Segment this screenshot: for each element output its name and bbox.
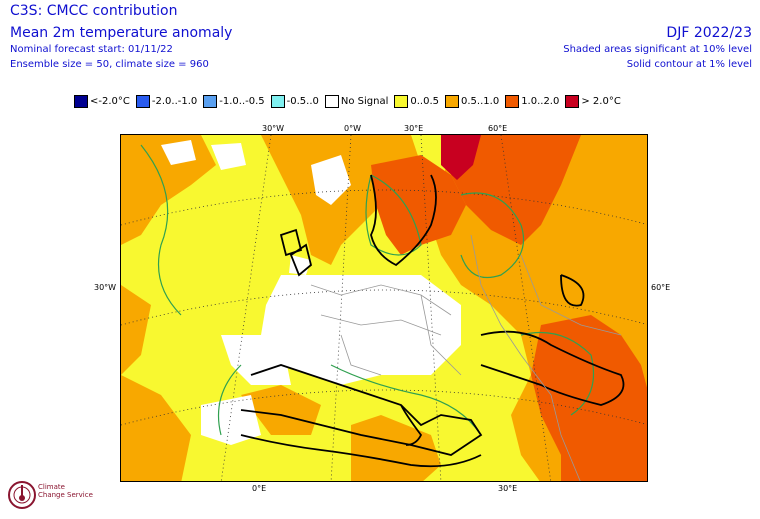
legend-swatch bbox=[394, 94, 409, 108]
legend-label: > 2.0°C bbox=[581, 95, 621, 107]
anomaly-area-red bbox=[531, 315, 647, 481]
bottom-lon-label: 0°E bbox=[252, 484, 267, 493]
legend-swatch bbox=[445, 94, 460, 108]
copernicus-logo bbox=[8, 481, 36, 509]
legend-label: -2.0..-1.0 bbox=[151, 95, 198, 107]
legend-swatch bbox=[565, 94, 580, 108]
legend-label: 1.0..2.0 bbox=[521, 95, 560, 107]
anomaly-area-darkred bbox=[441, 135, 481, 180]
chart-subtitle: Mean 2m temperature anomaly bbox=[10, 25, 233, 41]
right-lon-label: 60°E bbox=[651, 283, 671, 292]
no-signal-area bbox=[211, 143, 246, 170]
legend-item: > 2.0°C bbox=[565, 94, 621, 108]
ensemble-size: Ensemble size = 50, climate size = 960 bbox=[10, 59, 209, 70]
legend-swatch bbox=[74, 94, 88, 108]
anomaly-map bbox=[120, 134, 648, 482]
logo-line2: Change Service bbox=[38, 490, 93, 499]
no-signal-area bbox=[201, 395, 261, 445]
legend-item: 1.0..2.0 bbox=[505, 94, 560, 108]
logo-line1: Climate bbox=[38, 483, 65, 491]
no-signal-area bbox=[221, 335, 291, 385]
map-canvas bbox=[121, 135, 647, 481]
contour-note: Solid contour at 1% level bbox=[626, 59, 752, 70]
graticule bbox=[121, 135, 647, 481]
country-borders bbox=[310, 234, 622, 481]
legend-swatch bbox=[135, 94, 150, 108]
legend-item: -0.5..0 bbox=[270, 94, 319, 108]
top-lon-label: 30°E bbox=[404, 124, 424, 133]
legend-swatch bbox=[203, 94, 218, 108]
bottom-lon-label: 30°E bbox=[498, 484, 518, 493]
significance-contours bbox=[140, 144, 595, 436]
legend-label: 0..0.5 bbox=[410, 95, 440, 107]
legend-label: No Signal bbox=[340, 95, 389, 107]
legend-item: -1.0..-0.5 bbox=[203, 94, 265, 108]
color-legend: <-2.0°C -2.0..-1.0 -1.0..-0.5 -0.5..0 No… bbox=[74, 93, 627, 109]
legend-swatch bbox=[270, 94, 285, 108]
anomaly-area-red bbox=[371, 155, 466, 255]
anomaly-area-orange bbox=[241, 385, 321, 435]
legend-item: <-2.0°C bbox=[74, 94, 130, 108]
logo-text: Climate Change Service bbox=[38, 483, 93, 499]
coastlines bbox=[240, 174, 625, 468]
top-lon-label: 60°E bbox=[488, 124, 508, 133]
anomaly-area-orange bbox=[121, 285, 151, 375]
legend-item: 0.5..1.0 bbox=[445, 94, 500, 108]
left-lat-label: 30°W bbox=[94, 283, 117, 292]
anomaly-area-orange bbox=[121, 375, 191, 481]
season-label: DJF 2022/23 bbox=[666, 25, 752, 41]
legend-label: -0.5..0 bbox=[286, 95, 319, 107]
anomaly-area-red bbox=[451, 135, 581, 245]
top-lon-label: 30°W bbox=[262, 124, 285, 133]
shaded-note: Shaded areas significant at 10% level bbox=[563, 44, 752, 55]
chart-title: C3S: CMCC contribution bbox=[10, 3, 178, 19]
legend-label: -1.0..-0.5 bbox=[219, 95, 265, 107]
legend-swatch bbox=[324, 94, 339, 108]
no-signal-area bbox=[261, 275, 461, 385]
no-signal-area bbox=[311, 155, 351, 205]
anomaly-area-orange bbox=[121, 135, 216, 245]
legend-label: 0.5..1.0 bbox=[461, 95, 500, 107]
legend-swatch bbox=[505, 94, 520, 108]
no-signal-area bbox=[161, 140, 196, 165]
top-lon-label: 0°W bbox=[344, 124, 361, 133]
forecast-start: Nominal forecast start: 01/11/22 bbox=[10, 44, 173, 55]
legend-item: 0..0.5 bbox=[394, 94, 440, 108]
legend-item: No Signal bbox=[324, 94, 389, 108]
legend-item: -2.0..-1.0 bbox=[135, 94, 198, 108]
anomaly-area-red bbox=[561, 435, 621, 481]
legend-label: <-2.0°C bbox=[90, 95, 130, 107]
